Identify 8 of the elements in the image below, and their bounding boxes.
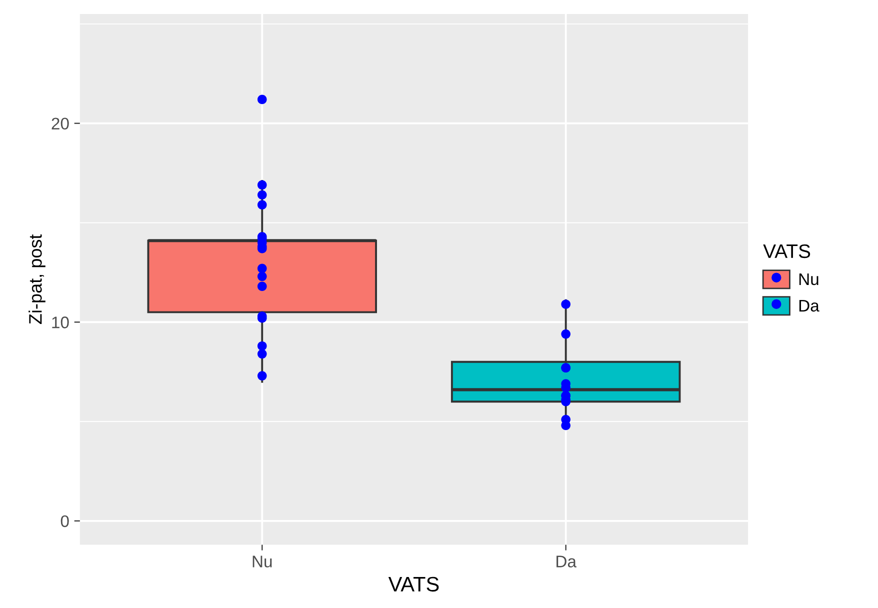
legend-label: Nu [799, 273, 818, 286]
y-tick-label: 0 [60, 515, 69, 528]
legend-label: Da [799, 300, 820, 312]
x-axis-title: VATS [763, 244, 810, 258]
y-axis-title: Zi-pat, post [28, 234, 46, 324]
y-tick-label: 10 [52, 316, 69, 328]
legend-title: VATS [388, 576, 439, 592]
y-tick-label: 20 [52, 118, 69, 130]
